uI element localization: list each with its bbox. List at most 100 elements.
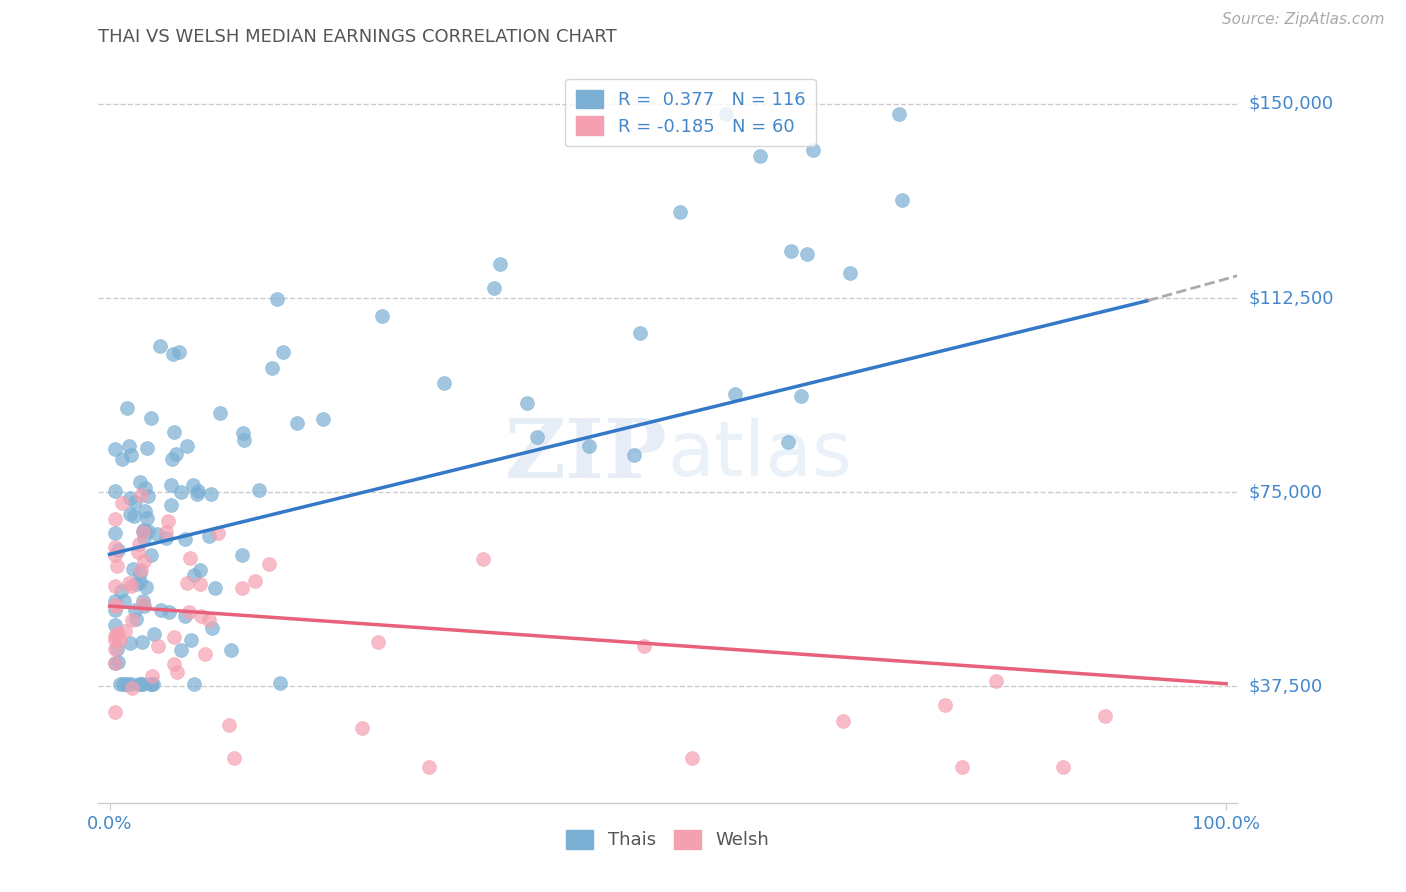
Point bbox=[181, 477, 204, 491]
Point bbox=[433, 376, 456, 390]
Point bbox=[104, 656, 127, 670]
Point bbox=[132, 594, 155, 608]
Point bbox=[128, 676, 150, 690]
Point bbox=[208, 406, 231, 420]
Point bbox=[889, 107, 911, 121]
Point bbox=[186, 487, 208, 501]
Text: ZIP: ZIP bbox=[505, 415, 668, 495]
Point bbox=[104, 656, 127, 670]
Point bbox=[114, 624, 136, 639]
Point bbox=[160, 498, 183, 512]
Point bbox=[148, 639, 170, 653]
Point bbox=[108, 677, 131, 691]
Point bbox=[232, 433, 254, 447]
Point bbox=[370, 309, 392, 323]
Point bbox=[163, 630, 186, 644]
Point bbox=[135, 580, 157, 594]
Text: $75,000: $75,000 bbox=[1249, 483, 1323, 501]
Point bbox=[131, 635, 153, 649]
Point bbox=[124, 495, 146, 509]
Point bbox=[104, 593, 127, 607]
Point bbox=[198, 613, 221, 627]
Point bbox=[260, 361, 283, 376]
Point bbox=[128, 566, 150, 580]
Point bbox=[104, 599, 127, 613]
Point bbox=[112, 594, 135, 608]
Point bbox=[890, 193, 912, 207]
Point bbox=[124, 612, 146, 626]
Legend: Thais, Welsh: Thais, Welsh bbox=[560, 823, 776, 856]
Point bbox=[104, 629, 127, 643]
Point bbox=[121, 448, 143, 462]
Point bbox=[179, 551, 201, 566]
Point bbox=[174, 532, 197, 546]
Point bbox=[1094, 709, 1116, 723]
Text: $37,500: $37,500 bbox=[1249, 677, 1323, 695]
Text: $112,500: $112,500 bbox=[1249, 289, 1334, 307]
Point bbox=[174, 609, 197, 624]
Point bbox=[231, 548, 253, 562]
Point bbox=[132, 524, 155, 539]
Point bbox=[120, 579, 142, 593]
Point bbox=[134, 481, 156, 495]
Point bbox=[179, 605, 201, 619]
Point bbox=[157, 605, 180, 619]
Point bbox=[222, 751, 245, 765]
Point bbox=[950, 759, 973, 773]
Point bbox=[180, 632, 202, 647]
Point bbox=[780, 244, 803, 258]
Point bbox=[194, 647, 217, 661]
Point bbox=[104, 442, 127, 457]
Point bbox=[104, 512, 127, 526]
Point bbox=[247, 483, 270, 497]
Point bbox=[170, 484, 193, 499]
Point bbox=[110, 632, 132, 647]
Point bbox=[129, 563, 152, 577]
Point bbox=[311, 411, 333, 425]
Point bbox=[352, 721, 374, 735]
Point bbox=[231, 581, 253, 595]
Text: THAI VS WELSH MEDIAN EARNINGS CORRELATION CHART: THAI VS WELSH MEDIAN EARNINGS CORRELATIO… bbox=[98, 28, 617, 45]
Point bbox=[128, 537, 150, 551]
Point bbox=[107, 656, 129, 670]
Point bbox=[221, 643, 243, 657]
Point bbox=[104, 483, 127, 498]
Point bbox=[986, 673, 1008, 688]
Point bbox=[266, 292, 288, 306]
Point bbox=[271, 345, 294, 359]
Point bbox=[122, 508, 145, 523]
Point bbox=[111, 452, 134, 467]
Point bbox=[118, 576, 141, 591]
Point bbox=[114, 677, 136, 691]
Point bbox=[1052, 759, 1074, 773]
Point bbox=[190, 563, 212, 577]
Point bbox=[134, 554, 156, 568]
Point bbox=[127, 545, 149, 559]
Point bbox=[136, 524, 159, 539]
Point bbox=[107, 642, 129, 657]
Point bbox=[472, 552, 495, 566]
Point bbox=[628, 326, 651, 340]
Point bbox=[139, 548, 162, 562]
Point bbox=[482, 281, 505, 295]
Point bbox=[129, 488, 152, 502]
Point bbox=[197, 528, 219, 542]
Point bbox=[516, 396, 538, 410]
Text: atlas: atlas bbox=[668, 417, 852, 491]
Point bbox=[136, 511, 159, 525]
Point bbox=[160, 477, 183, 491]
Point bbox=[135, 441, 157, 455]
Point bbox=[138, 490, 160, 504]
Point bbox=[623, 448, 645, 462]
Point bbox=[143, 627, 166, 641]
Point bbox=[132, 597, 155, 611]
Point bbox=[141, 668, 163, 682]
Point bbox=[190, 576, 212, 591]
Point bbox=[526, 430, 548, 444]
Point bbox=[142, 677, 165, 691]
Point bbox=[183, 567, 205, 582]
Point bbox=[120, 507, 142, 521]
Point bbox=[132, 599, 155, 613]
Point bbox=[934, 698, 956, 712]
Point bbox=[139, 677, 162, 691]
